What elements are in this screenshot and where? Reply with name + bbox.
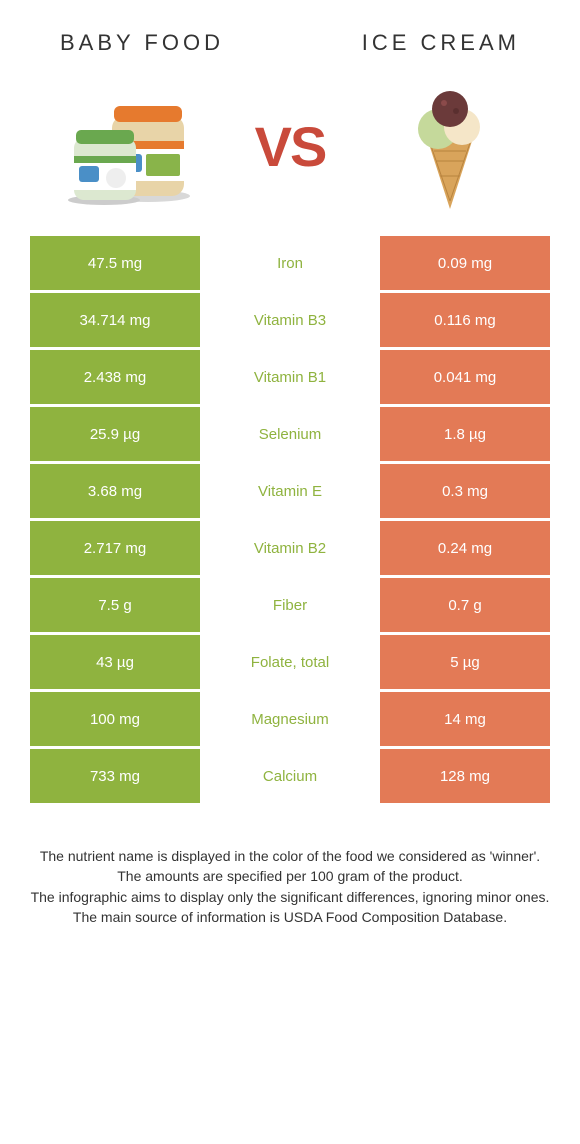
left-value: 733 mg xyxy=(30,749,200,803)
right-value: 0.7 g xyxy=(380,578,550,632)
nutrient-name: Folate, total xyxy=(200,635,380,689)
left-value: 43 µg xyxy=(30,635,200,689)
nutrient-name: Vitamin B2 xyxy=(200,521,380,575)
right-title: ICE CREAM xyxy=(362,30,520,56)
nutrient-row: 100 mgMagnesium14 mg xyxy=(30,692,550,746)
footer-line: The infographic aims to display only the… xyxy=(30,887,550,907)
nutrient-row: 43 µgFolate, total5 µg xyxy=(30,635,550,689)
baby-food-image xyxy=(60,86,200,206)
right-value: 0.041 mg xyxy=(380,350,550,404)
nutrient-name: Vitamin B1 xyxy=(200,350,380,404)
right-value: 5 µg xyxy=(380,635,550,689)
right-value: 0.09 mg xyxy=(380,236,550,290)
footer-line: The nutrient name is displayed in the co… xyxy=(30,846,550,866)
right-value: 128 mg xyxy=(380,749,550,803)
left-value: 100 mg xyxy=(30,692,200,746)
nutrient-table: 47.5 mgIron0.09 mg34.714 mgVitamin B30.1… xyxy=(0,236,580,803)
left-value: 7.5 g xyxy=(30,578,200,632)
nutrient-name: Vitamin B3 xyxy=(200,293,380,347)
left-value: 34.714 mg xyxy=(30,293,200,347)
footer-notes: The nutrient name is displayed in the co… xyxy=(0,806,580,927)
ice-cream-image xyxy=(380,86,520,206)
nutrient-name: Vitamin E xyxy=(200,464,380,518)
left-value: 3.68 mg xyxy=(30,464,200,518)
nutrient-name: Fiber xyxy=(200,578,380,632)
right-value: 1.8 µg xyxy=(380,407,550,461)
nutrient-name: Selenium xyxy=(200,407,380,461)
right-value: 14 mg xyxy=(380,692,550,746)
nutrient-row: 3.68 mgVitamin E0.3 mg xyxy=(30,464,550,518)
header: BABY FOOD ICE CREAM xyxy=(0,0,580,66)
footer-line: The main source of information is USDA F… xyxy=(30,907,550,927)
images-row: VS xyxy=(0,66,580,236)
nutrient-name: Calcium xyxy=(200,749,380,803)
left-value: 2.717 mg xyxy=(30,521,200,575)
nutrient-row: 2.717 mgVitamin B20.24 mg xyxy=(30,521,550,575)
right-value: 0.3 mg xyxy=(380,464,550,518)
nutrient-row: 7.5 gFiber0.7 g xyxy=(30,578,550,632)
nutrient-row: 2.438 mgVitamin B10.041 mg xyxy=(30,350,550,404)
left-value: 47.5 mg xyxy=(30,236,200,290)
left-value: 25.9 µg xyxy=(30,407,200,461)
nutrient-row: 25.9 µgSelenium1.8 µg xyxy=(30,407,550,461)
footer-line: The amounts are specified per 100 gram o… xyxy=(30,866,550,886)
right-value: 0.24 mg xyxy=(380,521,550,575)
left-value: 2.438 mg xyxy=(30,350,200,404)
nutrient-row: 34.714 mgVitamin B30.116 mg xyxy=(30,293,550,347)
right-value: 0.116 mg xyxy=(380,293,550,347)
vs-label: VS xyxy=(255,114,326,179)
nutrient-name: Iron xyxy=(200,236,380,290)
nutrient-name: Magnesium xyxy=(200,692,380,746)
nutrient-row: 733 mgCalcium128 mg xyxy=(30,749,550,803)
left-title: BABY FOOD xyxy=(60,30,224,56)
nutrient-row: 47.5 mgIron0.09 mg xyxy=(30,236,550,290)
